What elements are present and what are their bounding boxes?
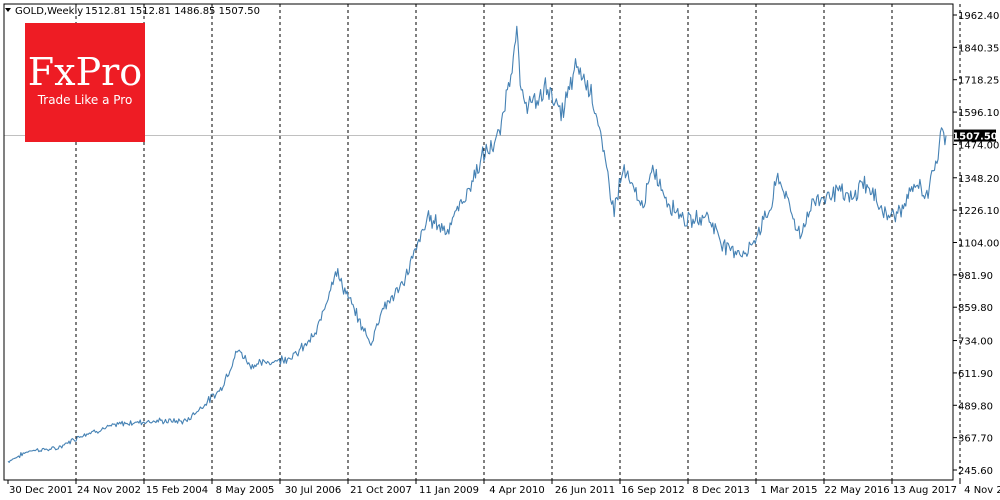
x-tick-label: 8 Dec 2013 <box>692 485 750 496</box>
x-axis: 30 Dec 2001 24 Nov 2002 15 Feb 2004 8 May 2… <box>7 480 1000 496</box>
y-tick-label: 734.00 <box>958 337 993 348</box>
x-tick-label: 22 May 2016 <box>824 485 889 496</box>
x-tick-label: 4 Apr 2010 <box>489 485 544 496</box>
dropdown-triangle-icon[interactable] <box>5 8 11 12</box>
x-tick-label: 11 Jan 2009 <box>419 485 479 496</box>
ohlc-values: 1512.81 1512.81 1486.85 1507.50 <box>85 6 260 17</box>
y-tick-label: 859.80 <box>958 303 993 314</box>
x-tick-label: 8 May 2005 <box>216 485 275 496</box>
fxpro-logo: FxPro Trade Like a Pro <box>25 23 145 142</box>
x-tick-label: 30 Dec 2001 <box>9 485 73 496</box>
y-axis: 1962.40 1840.35 1718.25 1596.10 1474.00 1348.… <box>953 11 999 477</box>
y-tick-label: 245.60 <box>958 466 993 477</box>
symbol-label: GOLD,Weekly <box>15 6 83 17</box>
plot-frame <box>3 3 954 481</box>
y-tick-label: 1104.00 <box>958 239 999 250</box>
logo-box <box>25 23 145 142</box>
y-tick-label: 1474.00 <box>958 140 999 151</box>
logo-tagline: Trade Like a Pro <box>37 93 133 107</box>
x-tick-label: 24 Nov 2002 <box>77 485 141 496</box>
x-tick-label: 1 Mar 2015 <box>760 485 817 496</box>
x-tick-label: 26 Jun 2011 <box>555 485 615 496</box>
y-tick-label: 1226.10 <box>958 206 999 217</box>
x-tick-label: 15 Feb 2004 <box>146 485 208 496</box>
grid-lines <box>75 4 961 480</box>
chart-header: GOLD,Weekly 1512.81 1512.81 1486.85 1507… <box>5 6 260 17</box>
series-layer <box>7 25 947 463</box>
x-tick-label: 4 Nov 2018 <box>964 485 1000 496</box>
y-tick-label: 1840.35 <box>958 43 999 54</box>
price-tag-label: 1507.50 <box>952 132 998 143</box>
price-tag-background <box>954 129 996 142</box>
y-tick-label: 367.70 <box>958 434 993 445</box>
y-tick-label: 1962.40 <box>958 11 999 22</box>
y-tick-label: 489.80 <box>958 401 993 412</box>
x-tick-label: 30 Jul 2006 <box>285 485 342 496</box>
current-price-tag: 1507.50 <box>952 129 998 143</box>
series-line-gold <box>7 25 947 463</box>
x-tick-label: 13 Aug 2017 <box>893 485 957 496</box>
y-tick-label: 1596.10 <box>958 108 999 119</box>
y-tick-label: 1718.25 <box>958 76 999 87</box>
logo-brand: FxPro <box>28 50 142 94</box>
y-tick-label: 981.90 <box>958 271 993 282</box>
x-tick-label: 21 Oct 2007 <box>350 485 412 496</box>
y-tick-label: 1348.20 <box>958 174 999 185</box>
x-tick-label: 16 Sep 2012 <box>621 485 684 496</box>
y-tick-label: 611.90 <box>958 369 993 380</box>
